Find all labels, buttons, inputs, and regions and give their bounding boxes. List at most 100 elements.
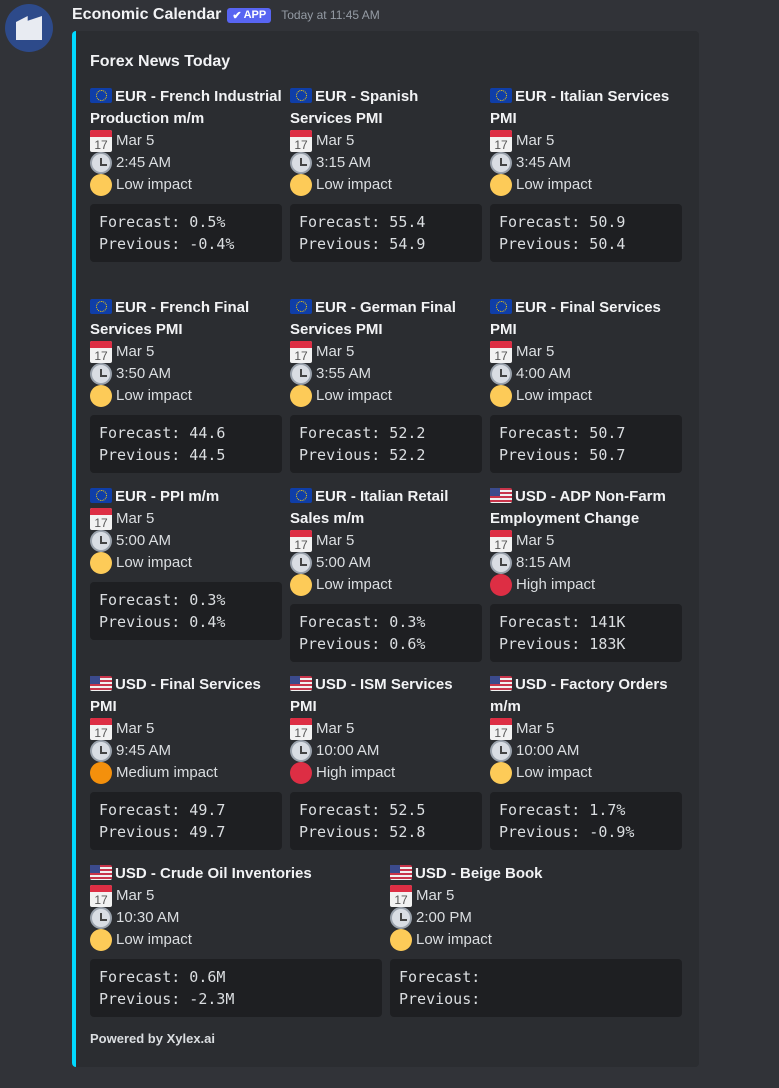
calendar-icon: 17 — [290, 718, 312, 740]
previous-value: Previous: -2.3M — [99, 990, 235, 1008]
previous-value: Previous: 50.4 — [499, 235, 626, 253]
calendar-icon: 17 — [290, 530, 312, 552]
event-date: 17 Mar 5 — [290, 718, 482, 740]
us-flag-icon — [490, 488, 512, 503]
event-field: EUR - Spanish Services PMI 17 Mar 5 3:15 AM… — [290, 86, 482, 262]
previous-value: Previous: -0.9% — [499, 823, 635, 841]
event-time: 10:30 AM — [90, 907, 382, 929]
event-field: EUR - Final Services PMI 17 Mar 5 4:00 AM Lo… — [490, 297, 682, 473]
event-field: USD - ADP Non-Farm Employment Change 17 Ma… — [490, 486, 682, 662]
forecast-value: Forecast: 0.3% — [299, 613, 426, 631]
event-field: USD - Crude Oil Inventories 17 Mar 5 10:30 … — [90, 863, 382, 1017]
previous-value: Previous: 0.6% — [299, 635, 426, 653]
calendar-icon: 17 — [490, 530, 512, 552]
impact-circle-icon — [490, 574, 512, 596]
forecast-code-block: Forecast: 0.5% Previous: -0.4% — [90, 204, 282, 262]
calendar-icon: 17 — [90, 718, 112, 740]
event-name: USD - Factory Orders m/m — [490, 676, 668, 715]
clock-icon — [490, 552, 512, 574]
event-impact: Low impact — [290, 174, 482, 196]
forecast-code-block: Forecast: 49.7 Previous: 49.7 — [90, 792, 282, 850]
event-name: EUR - Spanish Services PMI — [290, 88, 419, 127]
calendar-icon: 17 — [90, 885, 112, 907]
eu-flag-icon — [490, 299, 512, 314]
event-time: 3:45 AM — [490, 152, 682, 174]
impact-circle-icon — [290, 762, 312, 784]
event-time: 2:00 PM — [390, 907, 682, 929]
event-name: USD - Crude Oil Inventories — [90, 863, 382, 885]
clock-icon — [490, 363, 512, 385]
clock-icon — [490, 740, 512, 762]
event-time: 8:15 AM — [490, 552, 682, 574]
forecast-value: Forecast: 55.4 — [299, 213, 426, 231]
event-field: USD - Beige Book 17 Mar 5 2:00 PM Low impact… — [390, 863, 682, 1017]
event-impact: Low impact — [90, 552, 282, 574]
event-field: EUR - Italian Services PMI 17 Mar 5 3:45 AM… — [490, 86, 682, 262]
previous-value: Previous: — [399, 990, 481, 1008]
previous-value: Previous: 49.7 — [99, 823, 226, 841]
event-impact: Low impact — [90, 385, 282, 407]
previous-value: Previous: 52.8 — [299, 823, 426, 841]
eu-flag-icon — [290, 488, 312, 503]
event-date: 17 Mar 5 — [90, 130, 282, 152]
event-date: 17 Mar 5 — [490, 341, 682, 363]
event-time: 10:00 AM — [290, 740, 482, 762]
event-name: EUR - Final Services PMI — [490, 299, 661, 338]
forecast-code-block: Forecast: 141K Previous: 183K — [490, 604, 682, 662]
event-field: EUR - French Final Services PMI 17 Mar 5 3:… — [90, 297, 282, 473]
us-flag-icon — [290, 676, 312, 691]
impact-circle-icon — [290, 574, 312, 596]
forecast-code-block: Forecast: Previous: — [390, 959, 682, 1017]
embed: Forex News Today EUR - French Industrial… — [72, 31, 699, 1067]
event-name: USD - Beige Book — [390, 863, 682, 885]
bot-name[interactable]: Economic Calendar — [72, 6, 222, 23]
embed-footer: Powered by Xylex.ai — [90, 1031, 216, 1046]
clock-icon — [90, 530, 112, 552]
event-date: 17 Mar 5 — [490, 130, 682, 152]
impact-circle-icon — [90, 385, 112, 407]
event-name: EUR - French Final Services PMI — [90, 299, 250, 338]
clock-icon — [90, 363, 112, 385]
impact-circle-icon — [390, 929, 412, 951]
previous-value: Previous: 183K — [499, 635, 626, 653]
clock-icon — [90, 907, 112, 929]
event-impact: Low impact — [290, 385, 482, 407]
clock-icon — [90, 740, 112, 762]
event-impact: Low impact — [490, 174, 682, 196]
forecast-code-block: Forecast: 52.2 Previous: 52.2 — [290, 415, 482, 473]
event-field: USD - Factory Orders m/m 17 Mar 5 10:00 AM L… — [490, 674, 682, 850]
clock-icon — [490, 152, 512, 174]
event-date: 17 Mar 5 — [90, 341, 282, 363]
event-impact: High impact — [290, 762, 482, 784]
clock-icon — [90, 152, 112, 174]
event-name: EUR - French Industrial Production m/m — [90, 88, 282, 127]
timestamp: Today at 11:45 AM — [281, 8, 380, 22]
previous-value: Previous: 0.4% — [99, 613, 226, 631]
eu-flag-icon — [490, 88, 512, 103]
us-flag-icon — [390, 865, 412, 880]
event-name: EUR - PPI m/m — [90, 486, 282, 508]
event-date: 17 Mar 5 — [490, 718, 682, 740]
event-impact: Low impact — [90, 174, 282, 196]
event-date: 17 Mar 5 — [90, 508, 282, 530]
event-field: EUR - Italian Retail Sales m/m 17 Mar 5 5:0… — [290, 486, 482, 662]
event-impact: Low impact — [290, 574, 482, 596]
bot-avatar[interactable] — [5, 4, 53, 52]
forecast-value: Forecast: 0.5% — [99, 213, 226, 231]
us-flag-icon — [90, 676, 112, 691]
forecast-value: Forecast: 52.2 — [299, 424, 426, 442]
calendar-icon: 17 — [290, 130, 312, 152]
event-time: 4:00 AM — [490, 363, 682, 385]
factory-logo-icon — [16, 16, 42, 40]
event-impact: Low impact — [490, 762, 682, 784]
forecast-value: Forecast: — [399, 968, 481, 986]
event-field: USD - Final Services PMI 17 Mar 5 9:45 AM Me… — [90, 674, 282, 850]
forecast-code-block: Forecast: 50.7 Previous: 50.7 — [490, 415, 682, 473]
forecast-value: Forecast: 49.7 — [99, 801, 226, 819]
forecast-code-block: Forecast: 0.6M Previous: -2.3M — [90, 959, 382, 1017]
eu-flag-icon — [290, 299, 312, 314]
event-time: 3:50 AM — [90, 363, 282, 385]
calendar-icon: 17 — [490, 718, 512, 740]
clock-icon — [290, 152, 312, 174]
forecast-value: Forecast: 52.5 — [299, 801, 426, 819]
